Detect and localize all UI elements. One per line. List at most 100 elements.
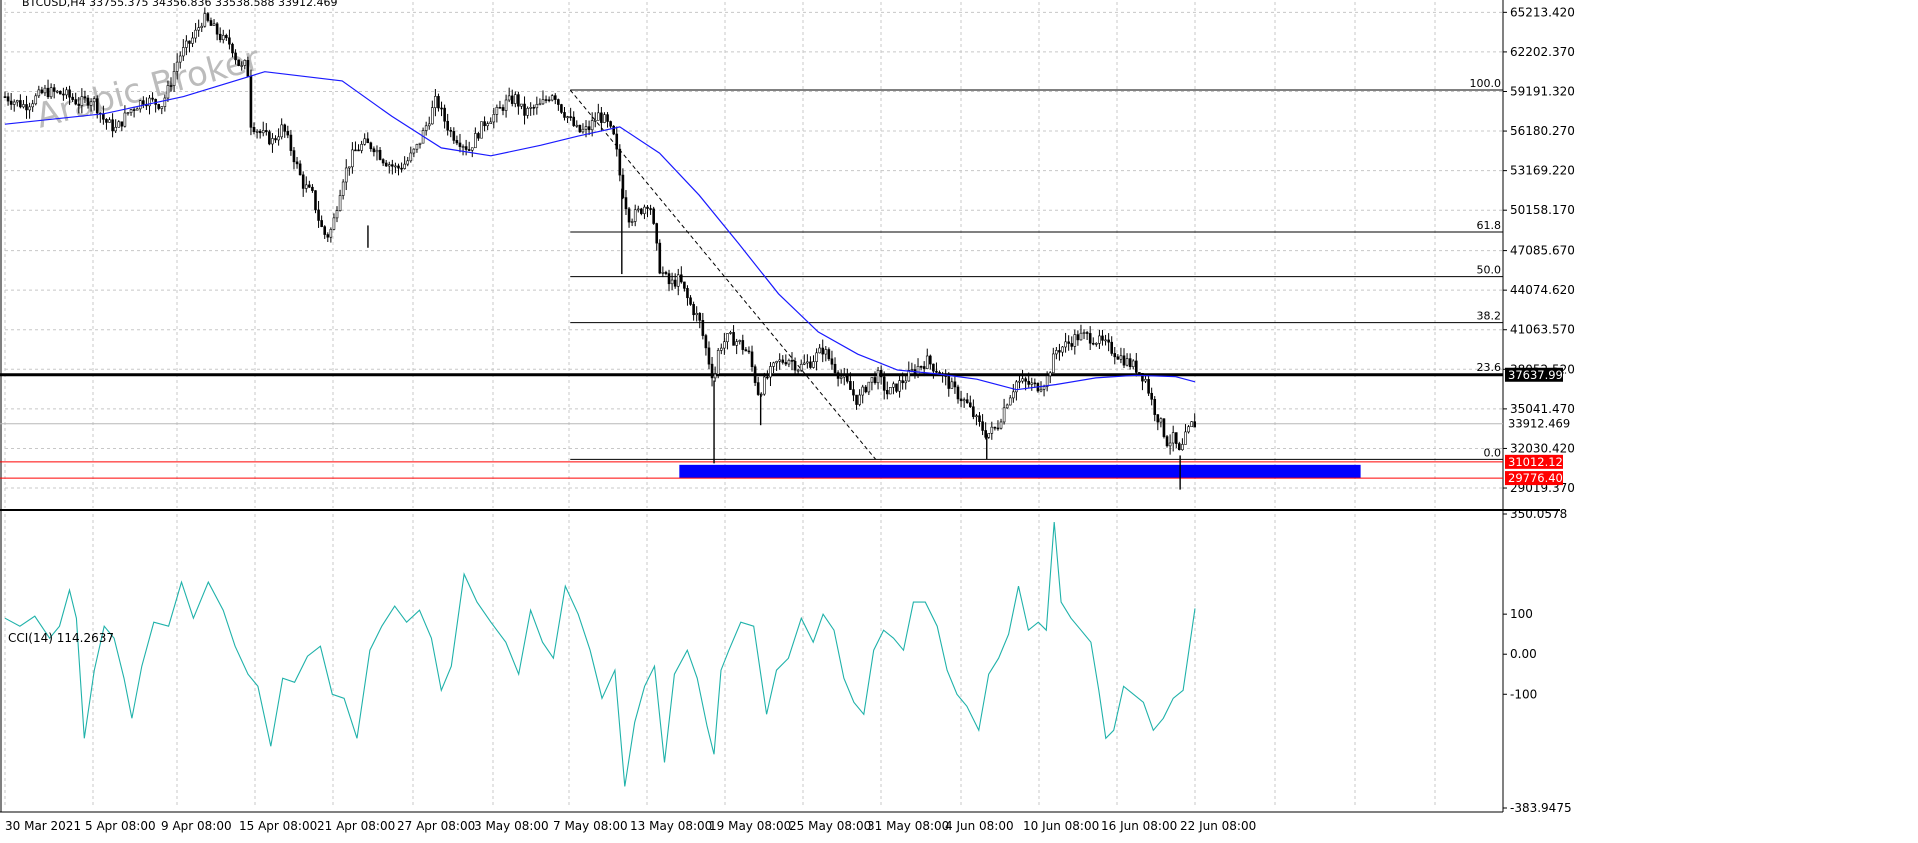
- candle-body: [277, 136, 280, 141]
- candle-body: [49, 87, 53, 98]
- candle-body: [1134, 360, 1138, 373]
- candle-body: [649, 208, 652, 210]
- candle-body: [148, 97, 151, 107]
- candle-body: [1131, 360, 1135, 367]
- candle-body: [34, 95, 38, 105]
- horizontal-levels[interactable]: [0, 373, 1503, 479]
- fib-trend-line: [569, 89, 877, 460]
- candle-body: [1119, 355, 1123, 360]
- price-tick-label: 62202.370: [1510, 45, 1575, 59]
- candle-body: [1184, 431, 1187, 445]
- candle-body: [833, 363, 837, 373]
- candle-body: [1091, 342, 1095, 345]
- candle-body: [111, 119, 114, 132]
- candle-body: [375, 149, 379, 153]
- candle-body: [1159, 418, 1163, 423]
- cci-tick-label: -100: [1510, 687, 1537, 701]
- candle-body: [431, 107, 434, 125]
- fib-level-label: 0.0: [1484, 446, 1502, 459]
- price-tick-label: 50158.170: [1510, 203, 1575, 217]
- candle-body: [142, 100, 145, 105]
- candle-body: [1178, 443, 1181, 451]
- candle-body: [618, 148, 622, 176]
- candle-body: [387, 164, 391, 167]
- candle-body: [175, 61, 179, 72]
- price-tick-label: 56180.270: [1510, 124, 1575, 138]
- candle-body: [351, 149, 354, 168]
- candle-body: [842, 375, 846, 378]
- candle-body: [959, 398, 963, 402]
- candle-body: [529, 107, 532, 109]
- candle-body: [409, 152, 413, 162]
- candle-body: [1002, 407, 1006, 423]
- time-tick-label: 7 May 08:00: [553, 819, 628, 833]
- candle-body: [895, 383, 898, 392]
- cci-tick-label: 100: [1510, 607, 1533, 621]
- candle-body: [138, 100, 142, 110]
- candle-body: [873, 377, 877, 384]
- candle-body: [1162, 418, 1166, 437]
- candle-body: [615, 133, 619, 150]
- candle-body: [735, 341, 738, 346]
- candle-body: [695, 313, 698, 316]
- candle-body: [907, 370, 911, 382]
- candle-body: [692, 304, 695, 316]
- candle-body: [77, 103, 81, 106]
- candle-body: [590, 120, 594, 131]
- candle-body: [790, 360, 794, 362]
- candle-body: [972, 406, 975, 417]
- candle-body: [200, 25, 204, 28]
- candle-body: [1150, 392, 1153, 400]
- candle-body: [55, 90, 59, 93]
- candle-body: [1012, 391, 1015, 399]
- candle-body: [839, 376, 843, 379]
- candle-body: [538, 103, 542, 106]
- candle-body: [188, 40, 191, 44]
- candle-body: [520, 103, 523, 107]
- red-level-tag-0-label: 31012.129: [1508, 455, 1570, 469]
- candle-body: [424, 125, 428, 131]
- candle-body: [557, 99, 560, 105]
- candle-body: [904, 380, 908, 384]
- candle-body: [348, 166, 351, 169]
- price-tick-label: 53169.220: [1510, 164, 1575, 178]
- candle-body: [1098, 335, 1101, 344]
- candle-body: [455, 140, 459, 144]
- candle-body: [1073, 334, 1077, 347]
- candle-body: [308, 184, 311, 188]
- candle-body: [157, 104, 161, 109]
- candle-body: [507, 95, 511, 101]
- candle-body: [160, 106, 164, 109]
- candle-body: [486, 123, 489, 127]
- candle-body: [240, 65, 244, 67]
- candle-body: [206, 13, 210, 21]
- time-tick-label: 16 Jun 08:00: [1101, 819, 1177, 833]
- candle-body: [993, 426, 997, 429]
- candle-body: [716, 350, 720, 375]
- candle-body: [784, 362, 788, 365]
- candle-body: [434, 96, 437, 108]
- candle-body: [726, 333, 729, 343]
- candle-body: [474, 133, 477, 149]
- candle-body: [707, 347, 711, 365]
- candle-body: [329, 229, 333, 238]
- candle-body: [1061, 346, 1064, 353]
- candle-body: [255, 130, 259, 133]
- candle-body: [446, 120, 449, 131]
- candle-body: [40, 89, 44, 94]
- candle-body: [492, 114, 496, 123]
- candle-body: [741, 340, 745, 350]
- candle-body: [403, 163, 406, 169]
- candle-body: [756, 382, 760, 395]
- candle-body: [74, 99, 78, 105]
- candle-body: [956, 386, 960, 400]
- candle-body: [440, 107, 443, 110]
- candle-body: [686, 288, 689, 299]
- candle-body: [968, 402, 972, 408]
- candle-body: [640, 208, 643, 214]
- candle-body: [1027, 380, 1030, 385]
- candle-body: [314, 190, 317, 211]
- candle-body: [6, 96, 10, 102]
- candle-body: [846, 375, 849, 382]
